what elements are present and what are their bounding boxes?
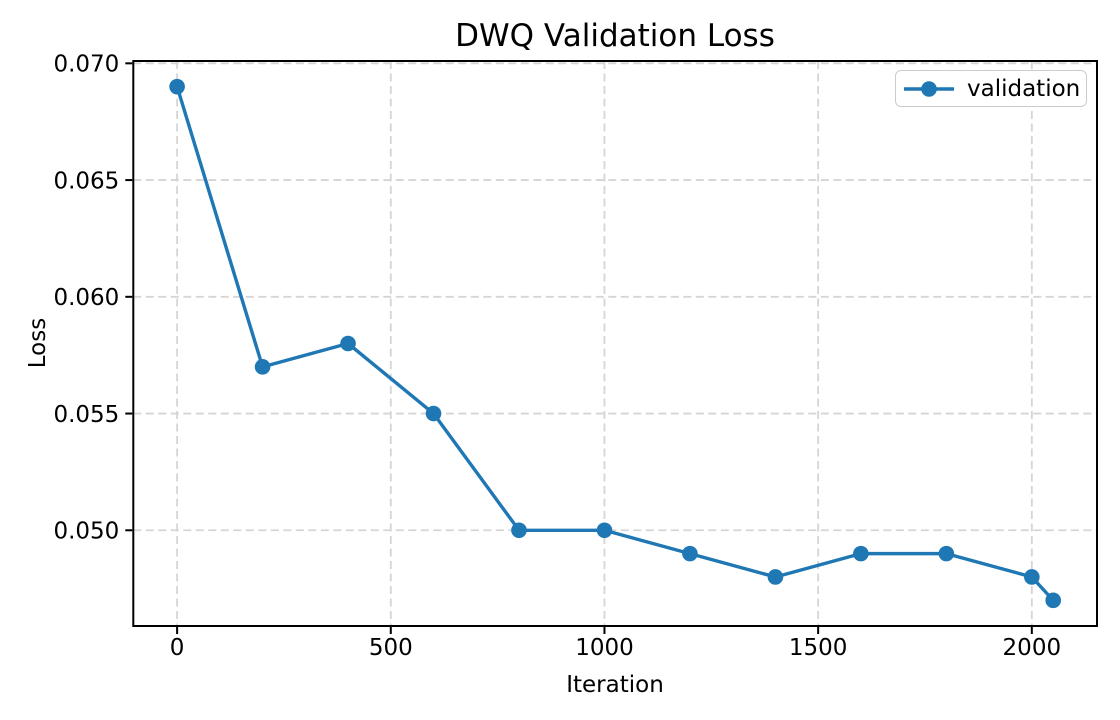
data-point-marker [682, 545, 698, 562]
series-line [175, 84, 1055, 603]
y-tick-label: 0.050 [53, 519, 119, 545]
y-tick-label: 0.055 [53, 402, 119, 428]
data-point-marker [340, 335, 356, 352]
x-tick-label: 1000 [575, 635, 634, 661]
x-tick-label: 2000 [1003, 635, 1062, 661]
data-point-marker [596, 522, 613, 539]
y-tick-label: 0.060 [53, 285, 119, 311]
x-tick-label: 1500 [789, 635, 848, 661]
data-point-marker [1045, 592, 1061, 609]
data-point-marker [1024, 569, 1040, 585]
data-point-marker [767, 569, 784, 585]
legend-line-sample [904, 80, 954, 97]
legend: validation [895, 70, 1087, 107]
y-tick-label: 0.065 [53, 168, 119, 194]
x-axis-label: Iteration [566, 672, 664, 698]
data-point-marker [254, 359, 271, 375]
legend-label: validation [967, 75, 1081, 102]
data-point-marker [425, 405, 442, 422]
chart-title: DWQ Validation Loss [455, 18, 775, 54]
axes-spines [132, 60, 1099, 627]
data-point-marker [169, 78, 185, 95]
x-tick-label: 500 [369, 635, 413, 661]
y-tick-label: 0.070 [53, 52, 119, 78]
data-point-marker [511, 522, 527, 539]
data-point-marker [853, 545, 869, 562]
legend-marker-icon [921, 80, 937, 97]
data-point-marker [938, 545, 955, 562]
y-axis-label: Loss [25, 317, 51, 369]
x-tick-label: 0 [170, 635, 185, 661]
